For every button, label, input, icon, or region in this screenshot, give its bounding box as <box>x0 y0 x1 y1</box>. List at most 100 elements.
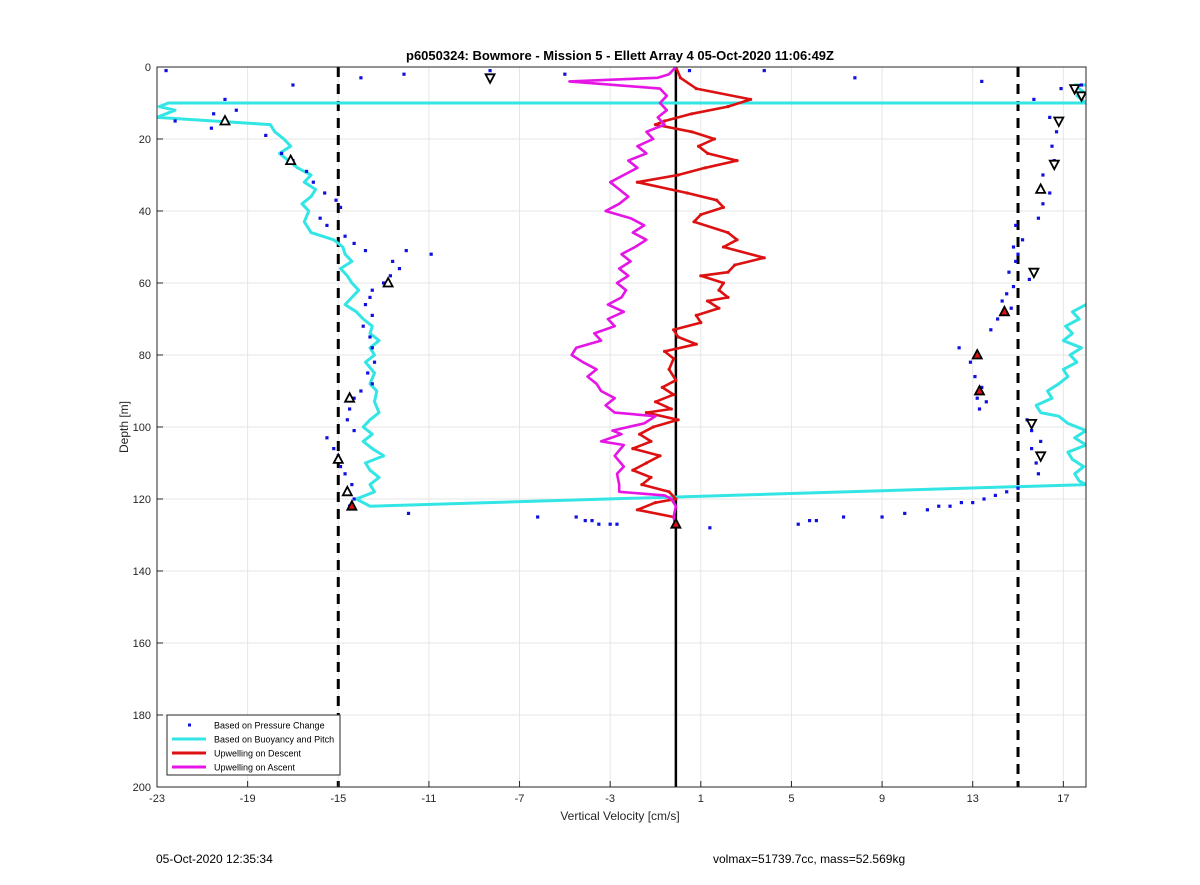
pressure-point <box>352 429 356 433</box>
descent-point <box>749 97 753 101</box>
pressure-point <box>388 274 392 278</box>
y-tick-label: 0 <box>145 62 151 74</box>
descent-point <box>717 306 721 310</box>
triangle-up-marker <box>382 276 395 288</box>
pressure-point <box>1020 238 1025 242</box>
descent-point <box>696 144 701 148</box>
descent-point <box>658 454 662 458</box>
pressure-point <box>370 382 374 386</box>
descent-point <box>653 123 658 127</box>
pressure-point <box>968 360 973 364</box>
descent-point <box>690 130 694 134</box>
pressure-point <box>1005 490 1009 494</box>
footer-info: volmax=51739.7cc, mass=52.569kg <box>713 852 906 866</box>
pressure-point <box>1009 306 1013 310</box>
descent-point <box>662 119 667 123</box>
pressure-point <box>982 497 986 501</box>
y-axis-label: Depth [m] <box>117 401 131 453</box>
triangle-down-marker <box>1075 91 1086 103</box>
pressure-point <box>223 97 227 101</box>
descent-point <box>644 461 649 465</box>
descent-point <box>653 501 658 505</box>
reference-lines <box>336 67 1020 787</box>
descent-point <box>706 299 710 303</box>
pressure-point <box>937 504 941 508</box>
y-tick-label: 200 <box>133 782 151 794</box>
pressure-point <box>363 249 368 253</box>
descent-point <box>721 205 726 209</box>
pressure-point <box>1059 87 1063 91</box>
legend-label: Based on Buoyancy and Pitch <box>214 735 334 745</box>
pressure-point <box>583 519 587 523</box>
triangle-up-marker <box>669 517 682 529</box>
descent-point <box>678 76 683 80</box>
pressure-point <box>1054 130 1059 134</box>
pressure-point <box>352 241 356 245</box>
pressure-point <box>318 216 322 220</box>
descent-point <box>640 483 644 487</box>
pressure-point <box>957 346 961 350</box>
pressure-point <box>1005 292 1009 296</box>
x-tick-label: 13 <box>967 793 979 805</box>
triangle-up-marker <box>341 484 354 497</box>
descent-point <box>717 288 721 292</box>
descent-point <box>669 407 673 411</box>
pressure-point <box>989 328 993 332</box>
pressure-point <box>615 522 619 526</box>
descent-point <box>653 400 658 404</box>
legend-label: Upwelling on Ascent <box>214 763 296 773</box>
pressure-point <box>359 389 363 393</box>
x-tick-label: 9 <box>879 793 885 805</box>
pressure-point <box>402 72 406 76</box>
pressure-point <box>1079 83 1084 87</box>
pressure-point <box>853 76 857 80</box>
pressure-point <box>332 447 336 451</box>
y-tick-label: 80 <box>139 350 151 362</box>
y-tick-label: 40 <box>139 206 151 218</box>
descent-point <box>726 295 730 299</box>
descent-point <box>631 468 635 472</box>
x-tick-label: -3 <box>605 793 615 805</box>
pressure-point <box>984 400 988 404</box>
descent-point <box>692 220 696 224</box>
triangle-up-marker <box>284 153 297 165</box>
pressure-point <box>807 519 812 523</box>
pressure-point <box>977 407 982 411</box>
pressure-point <box>971 501 975 505</box>
pressure-point <box>1032 97 1036 101</box>
pressure-point <box>361 324 365 328</box>
y-tick-label: 160 <box>133 638 151 650</box>
pressure-point <box>1011 285 1016 289</box>
y-tick-label: 60 <box>139 278 151 290</box>
triangle-up-marker <box>218 114 231 126</box>
pressure-point <box>948 504 952 508</box>
axis-ticks: -23 -19 -15 -11 -7 -3 1 5 9 13 17 0 20 40 60 80 100 120 14… <box>133 62 1070 805</box>
triangle-down-marker <box>1052 116 1065 128</box>
x-tick-label: -11 <box>421 793 436 805</box>
pressure-point <box>959 501 963 505</box>
pressure-point <box>404 249 408 253</box>
pressure-point <box>708 526 712 530</box>
descent-point <box>721 245 726 249</box>
pressure-point <box>234 108 238 112</box>
pressure-point <box>164 69 168 73</box>
pressure-point <box>338 465 343 469</box>
descent-point <box>635 180 639 184</box>
pressure-point <box>311 180 315 184</box>
pressure-point <box>343 234 347 238</box>
descent-point <box>667 367 671 371</box>
pressure-point <box>406 511 411 515</box>
pressure-point <box>975 396 979 400</box>
pressure-point <box>173 119 177 123</box>
y-tick-label: 20 <box>139 134 151 146</box>
pressure-point <box>880 515 884 519</box>
x-tick-label: -7 <box>515 793 525 805</box>
pressure-point <box>1027 277 1031 281</box>
pressure-point <box>1036 216 1041 220</box>
pressure-point <box>1011 245 1016 249</box>
pressure-point <box>1041 173 1045 177</box>
pressure-point <box>980 385 984 389</box>
series-layer <box>157 67 1086 530</box>
descent-point <box>726 231 730 235</box>
pressure-point <box>363 303 368 307</box>
